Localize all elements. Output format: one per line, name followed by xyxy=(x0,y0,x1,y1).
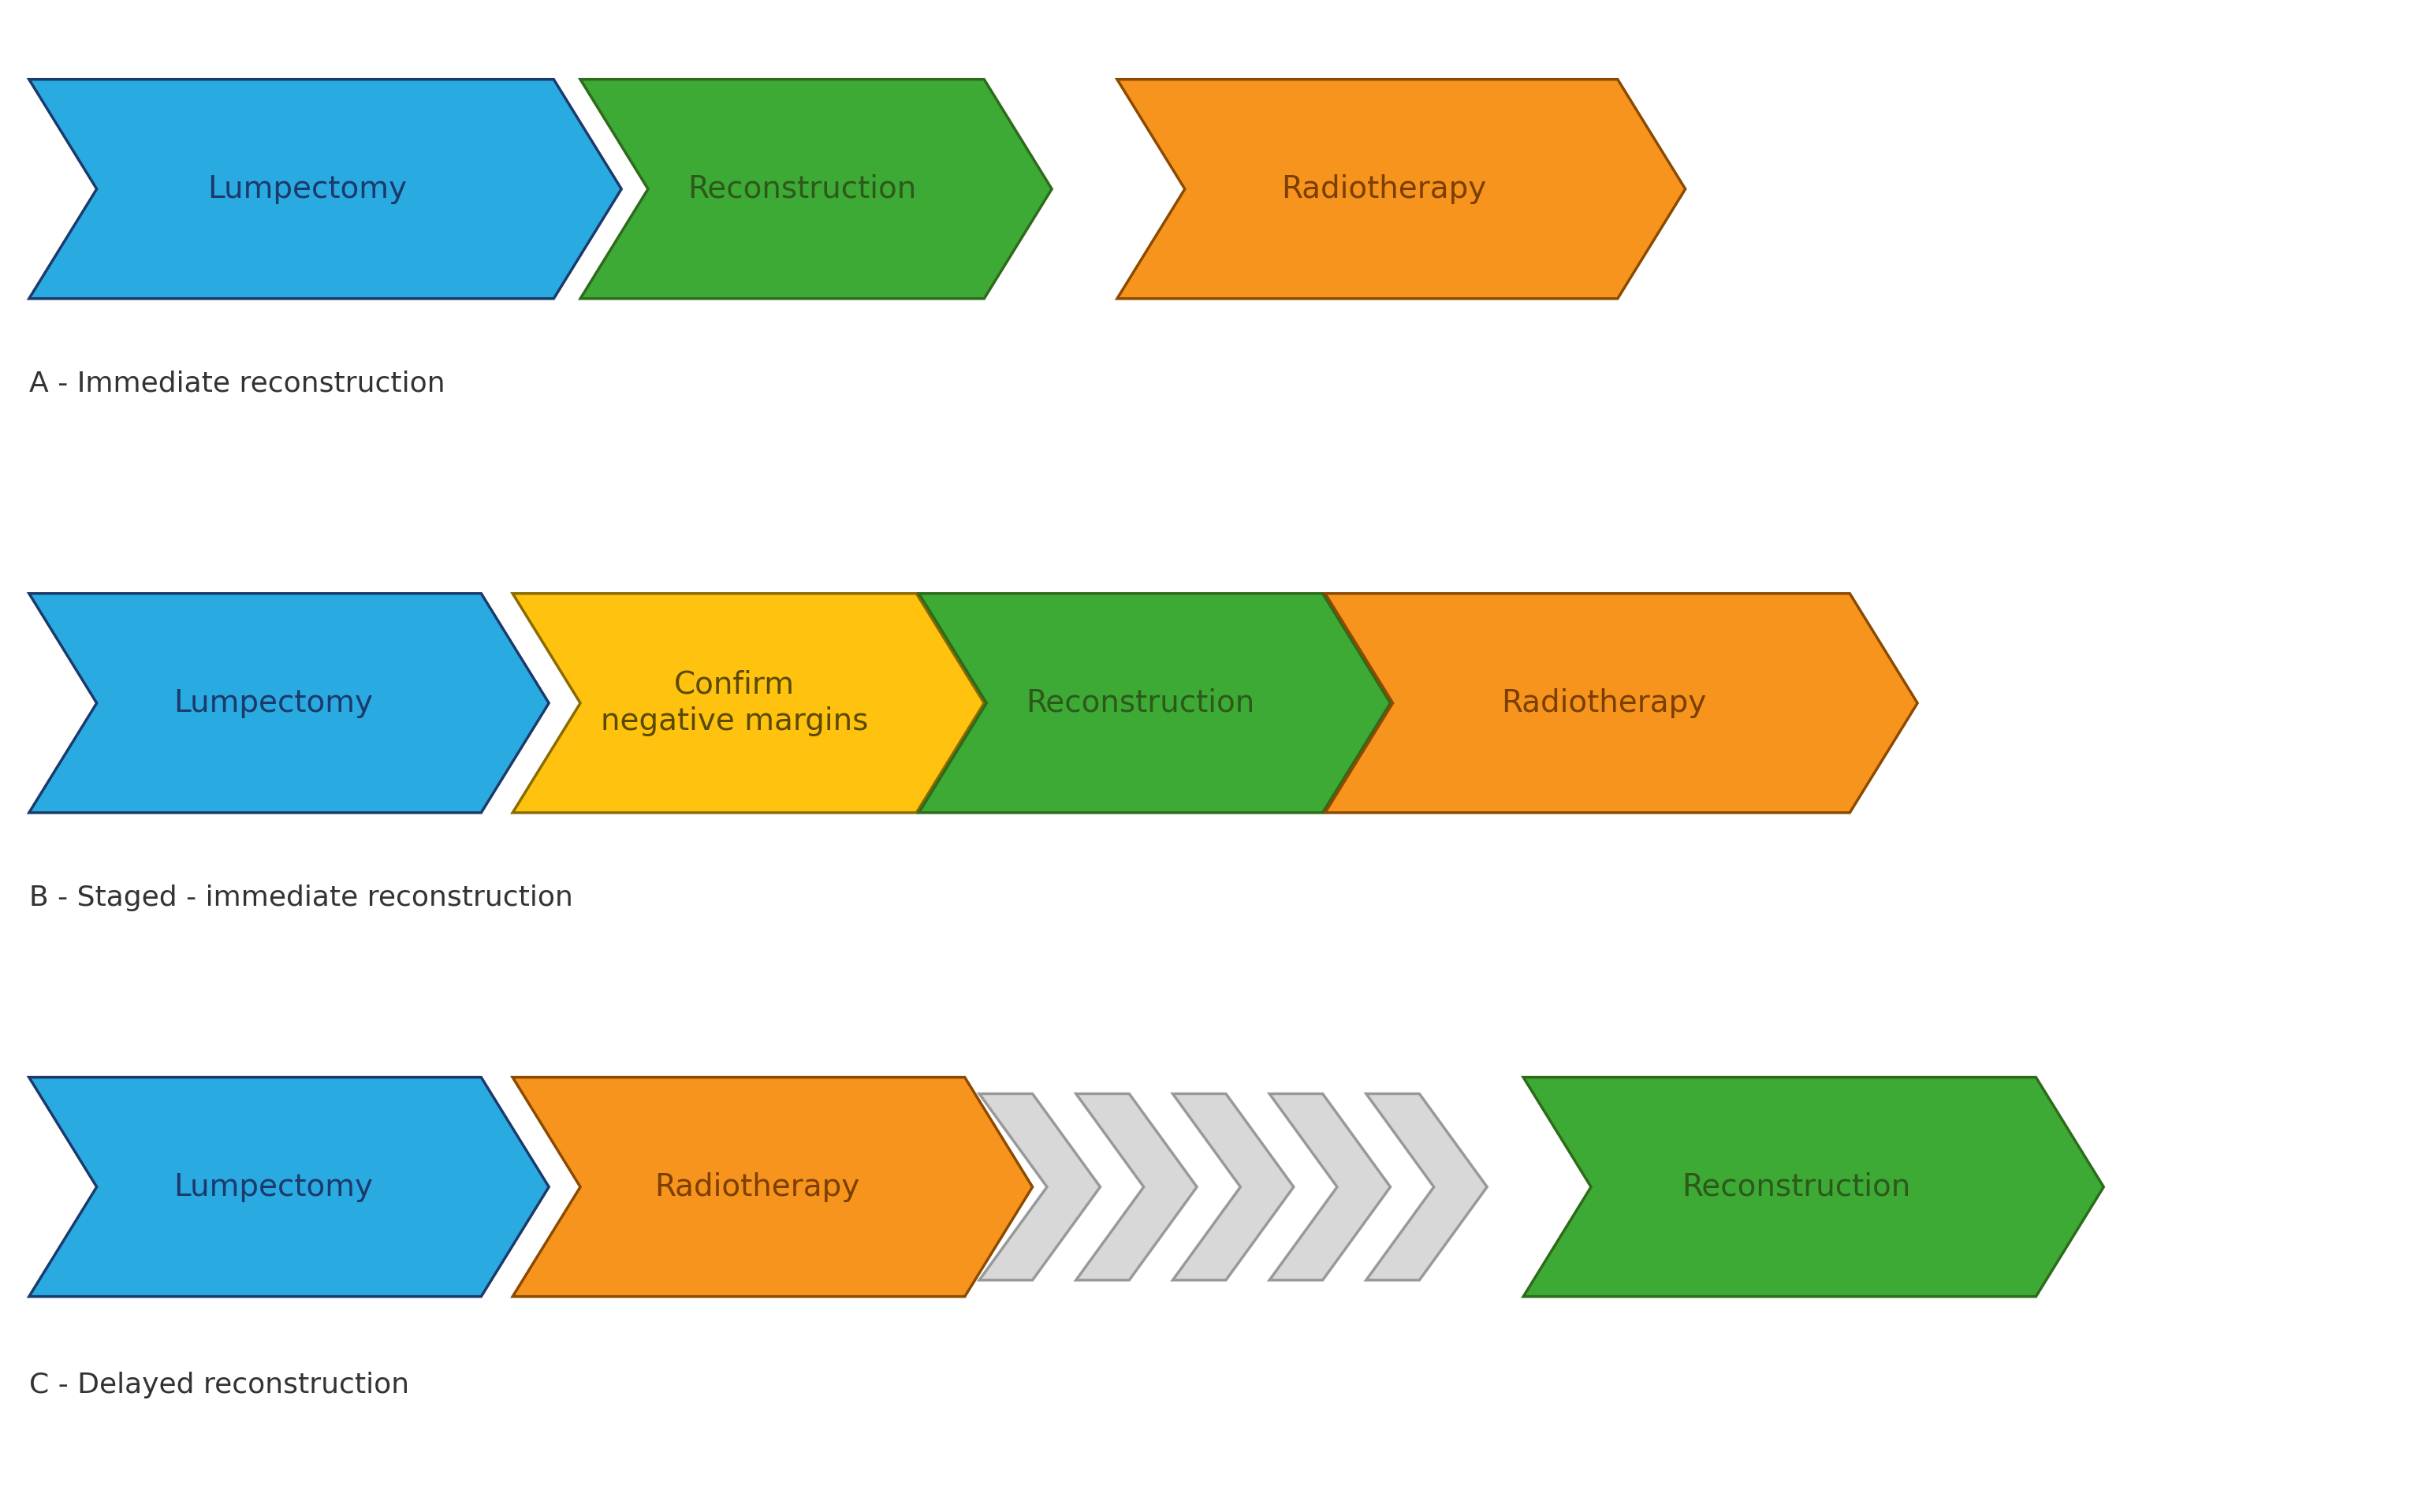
Polygon shape xyxy=(1173,1093,1294,1281)
Text: Reconstruction: Reconstruction xyxy=(1025,688,1255,718)
Polygon shape xyxy=(29,593,549,813)
Polygon shape xyxy=(29,1077,549,1296)
Text: Lumpectomy: Lumpectomy xyxy=(174,688,372,718)
Text: Reconstruction: Reconstruction xyxy=(1681,1172,1910,1202)
Polygon shape xyxy=(1117,79,1685,299)
Text: B - Staged - immediate reconstruction: B - Staged - immediate reconstruction xyxy=(29,885,573,912)
Text: C - Delayed reconstruction: C - Delayed reconstruction xyxy=(29,1371,409,1399)
Text: A - Immediate reconstruction: A - Immediate reconstruction xyxy=(29,370,445,398)
Polygon shape xyxy=(580,79,1052,299)
Text: Radiotherapy: Radiotherapy xyxy=(655,1172,858,1202)
Polygon shape xyxy=(979,1093,1100,1281)
Polygon shape xyxy=(1269,1093,1390,1281)
Polygon shape xyxy=(1325,593,1917,813)
Polygon shape xyxy=(1076,1093,1197,1281)
Polygon shape xyxy=(29,79,621,299)
Text: Reconstruction: Reconstruction xyxy=(687,174,916,204)
Text: Radiotherapy: Radiotherapy xyxy=(1502,688,1707,718)
Polygon shape xyxy=(919,593,1390,813)
Polygon shape xyxy=(1523,1077,2104,1296)
Text: Lumpectomy: Lumpectomy xyxy=(208,174,406,204)
Polygon shape xyxy=(513,1077,1032,1296)
Text: Lumpectomy: Lumpectomy xyxy=(174,1172,372,1202)
Polygon shape xyxy=(513,593,984,813)
Text: Confirm
negative margins: Confirm negative margins xyxy=(600,670,868,736)
Text: Radiotherapy: Radiotherapy xyxy=(1282,174,1487,204)
Polygon shape xyxy=(1366,1093,1487,1281)
